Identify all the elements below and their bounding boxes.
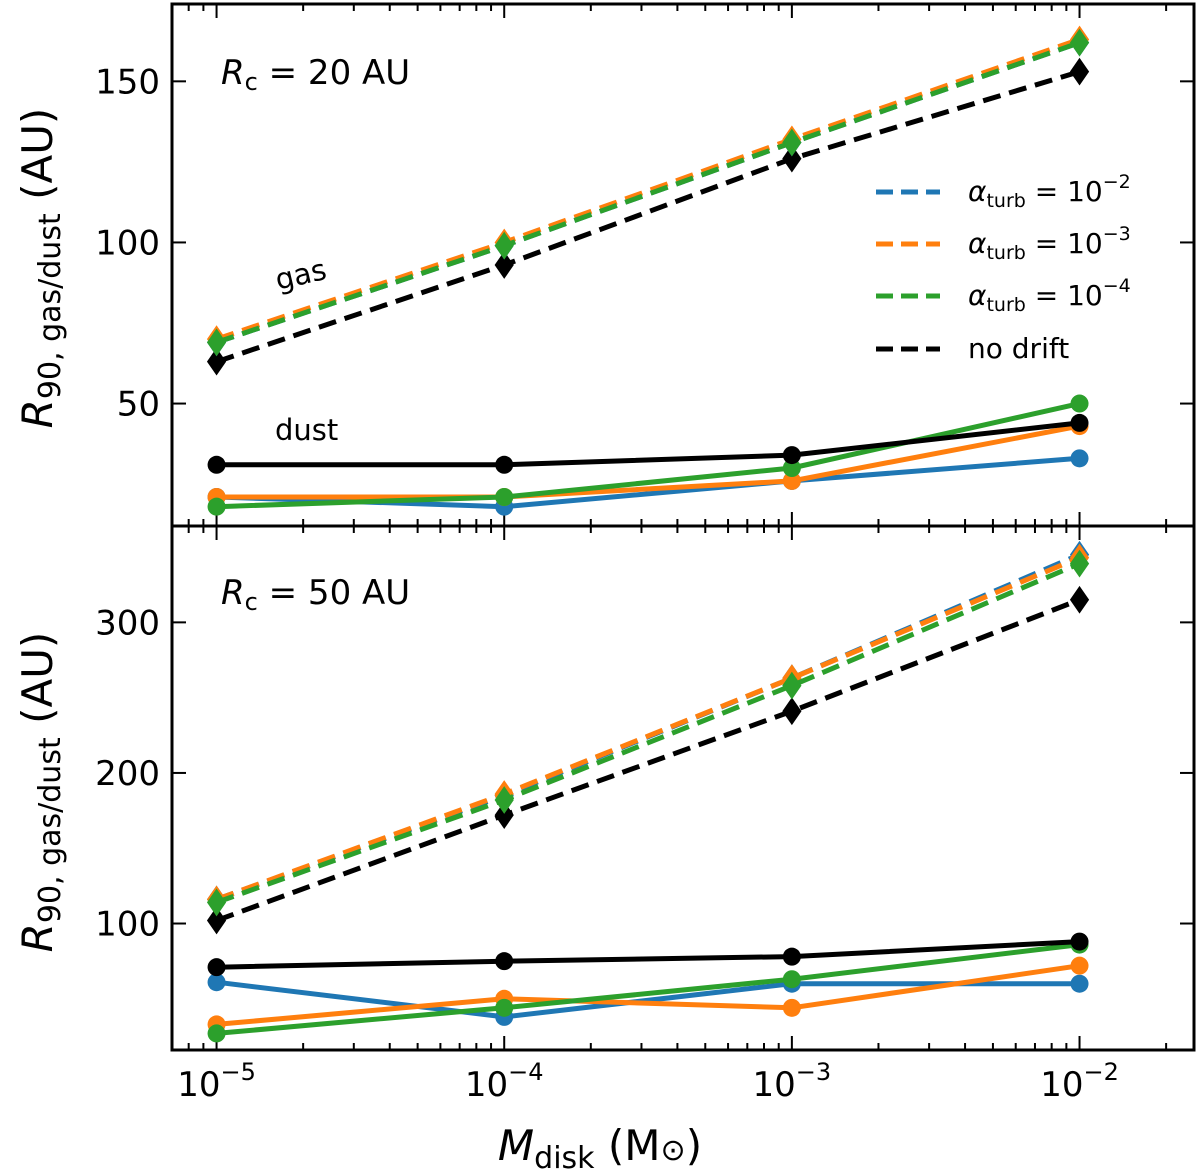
top-dust-point-orange <box>782 471 801 490</box>
y-axis-title-top: R90, gas/dust (AU) <box>13 108 68 429</box>
bottom-plot-frame <box>170 524 1196 1052</box>
top-gas-line-orange <box>215 37 1081 342</box>
x-tick-label: 10−5 <box>177 1058 256 1105</box>
top-dust-point-black <box>782 446 801 465</box>
top-dust-point-blue <box>1070 449 1089 468</box>
legend-label-black: no drift <box>968 332 1069 365</box>
legend-label-blue: αturb = 10−2 <box>968 171 1131 212</box>
bottom-dust-point-blue <box>207 973 226 992</box>
gas-annotation: gas <box>272 252 330 297</box>
top-y-tick-label: 50 <box>117 385 160 425</box>
y-axis-title-bottom: R90, gas/dust (AU) <box>13 632 68 953</box>
top-panel-label: Rc = 20 AU <box>221 53 410 96</box>
bottom-dust-point-green <box>207 1024 226 1043</box>
top-dust-line-black <box>216 420 1080 468</box>
bottom-y-tick-label: 200 <box>95 754 160 794</box>
top-dust-point-green <box>207 497 226 516</box>
bottom-gas-point-green <box>1069 549 1090 578</box>
top-gas-point-green <box>782 128 802 157</box>
top-gas-point-green <box>1069 28 1090 57</box>
top-dust-point-black <box>207 455 226 474</box>
bottom-gas-point-green <box>494 786 514 814</box>
top-dust-point-black <box>1070 413 1089 432</box>
top-gas-line-green <box>215 40 1081 345</box>
top-y-tick-label: 150 <box>95 62 160 102</box>
legend-label-orange: αturb = 10−3 <box>968 223 1131 264</box>
bottom-gas-line-green <box>215 561 1081 905</box>
bottom-gas-point-black <box>494 801 514 829</box>
x-axis-title: Mdisk (M⊙) <box>498 1121 702 1170</box>
bottom-dust-line-black <box>216 939 1080 970</box>
bottom-dust-point-orange <box>1070 956 1089 975</box>
top-gas-point-black <box>782 144 802 173</box>
top-gas-point-green <box>206 328 227 357</box>
bottom-y-tick-label: 300 <box>95 603 160 643</box>
bottom-gas-line-orange <box>215 555 1081 902</box>
bottom-dust-line-blue <box>216 979 1080 1020</box>
bottom-gas-point-black <box>1069 585 1090 614</box>
top-dust-line-green <box>216 401 1081 510</box>
bottom-gas-point-green <box>782 671 802 700</box>
legend: αturb = 10−2 αturb = 10−3 αturb = 10−4 n… <box>876 171 1131 365</box>
x-tick-label: 10−3 <box>753 1058 832 1105</box>
bottom-dust-point-orange <box>782 998 801 1017</box>
top-gas-point-black <box>1069 57 1090 86</box>
bottom-dust-line-orange <box>216 963 1080 1027</box>
bottom-panel: 100 200 300 <box>95 524 1196 1052</box>
bottom-dust-point-black <box>782 947 801 966</box>
top-gas-point-black <box>494 251 514 279</box>
bottom-panel-label: Rc = 50 AU <box>221 573 410 616</box>
bottom-dust-point-black <box>1070 932 1089 951</box>
top-gas-line-black <box>215 69 1081 365</box>
top-dust-line-orange <box>216 423 1080 500</box>
x-tick-labels: 10−5 10−4 10−3 10−2 <box>177 1058 1119 1105</box>
bottom-gas-line-black <box>215 597 1081 923</box>
dust-annotation: dust <box>275 413 338 447</box>
x-tick-label: 10−4 <box>465 1058 544 1105</box>
bottom-gas-point-black <box>206 906 227 935</box>
top-y-tick-label: 100 <box>95 223 160 263</box>
bottom-dust-line-green <box>216 942 1080 1036</box>
bottom-dust-point-black <box>207 958 226 977</box>
top-gas-point-green <box>494 231 514 260</box>
top-dust-point-black <box>495 455 514 474</box>
bottom-gas-point-black <box>782 697 802 726</box>
top-dust-point-green <box>782 459 801 477</box>
bottom-dust-point-green <box>782 970 801 989</box>
top-dust-point-green <box>495 488 514 506</box>
bottom-dust-point-blue <box>1070 974 1089 993</box>
legend-label-green: αturb = 10−4 <box>968 275 1131 316</box>
bottom-gas-point-green <box>206 888 227 917</box>
top-panel: 50 100 150 <box>95 2 1196 528</box>
bottom-y-tick-label: 100 <box>95 905 160 945</box>
top-gas-point-black <box>206 347 227 376</box>
x-tick-label: 10−2 <box>1040 1058 1119 1105</box>
top-dust-point-green <box>1070 394 1089 413</box>
bottom-dust-point-black <box>495 952 514 971</box>
bottom-dust-point-green <box>495 998 514 1017</box>
